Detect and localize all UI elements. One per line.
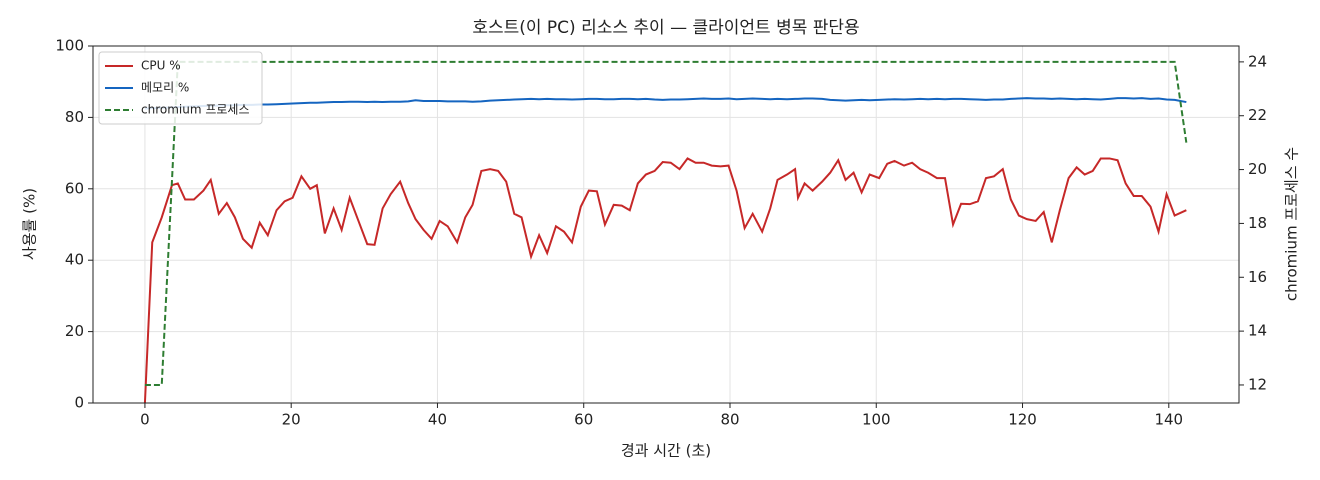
y2-tick-label: 14: [1248, 322, 1267, 340]
y-axis-label: 사용률 (%): [21, 188, 39, 260]
x-tick-label: 40: [428, 411, 447, 429]
series-line: [144, 60, 1188, 386]
y-tick-label: 20: [65, 322, 84, 340]
series-line: [143, 157, 1187, 404]
y2-tick-label: 16: [1248, 268, 1267, 286]
y-tick-label: 60: [65, 179, 84, 197]
series-line: [144, 97, 1187, 110]
x-tick-label: 120: [1008, 411, 1037, 429]
legend-label: CPU %: [141, 59, 181, 73]
x-axis-label: 경과 시간 (초): [621, 442, 711, 460]
y-tick-label: 100: [55, 37, 84, 55]
legend-label: chromium 프로세스: [141, 103, 250, 117]
y-tick-label: 0: [74, 394, 84, 412]
x-tick-label: 80: [720, 411, 739, 429]
y-tick-label: 80: [65, 108, 84, 126]
x-tick-label: 60: [574, 411, 593, 429]
x-tick-label: 0: [140, 411, 150, 429]
y2-tick-label: 12: [1248, 375, 1267, 393]
y-tick-label: 40: [65, 251, 84, 269]
x-tick-label: 140: [1154, 411, 1183, 429]
legend-label: 메모리 %: [141, 81, 189, 95]
y2-tick-label: 20: [1248, 160, 1267, 178]
plot-frame: [92, 45, 1240, 404]
chart-title: 호스트(이 PC) 리소스 추이 — 클라이언트 병목 판단용: [472, 18, 859, 38]
x-tick-label: 100: [862, 411, 891, 429]
y2-tick-label: 22: [1248, 106, 1267, 124]
legend-box: [98, 51, 263, 125]
y2-tick-label: 24: [1248, 52, 1267, 70]
x-tick-label: 20: [282, 411, 301, 429]
y2-axis-label: chromium 프로세스 수: [1283, 147, 1301, 301]
y2-tick-label: 18: [1248, 214, 1267, 232]
